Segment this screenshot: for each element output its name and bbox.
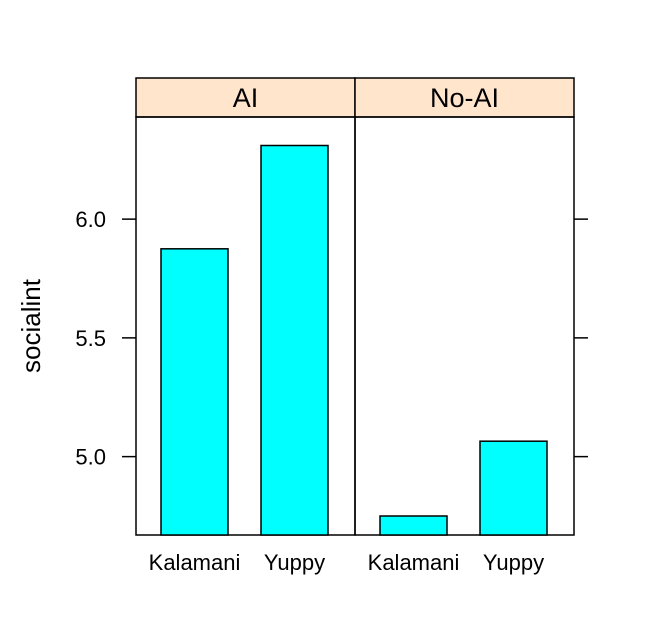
- strip-label-ai: AI: [233, 83, 259, 113]
- bar-ai-yuppy: [260, 144, 329, 536]
- panel-frame-no-ai: [354, 116, 575, 536]
- x-tick-label: Kalamani: [149, 550, 241, 575]
- panel-layer: [135, 116, 575, 536]
- bar-no-ai-yuppy: [479, 440, 548, 536]
- bar-layer: [160, 144, 548, 536]
- bar-ai-kalamani: [160, 248, 229, 536]
- y-tick-label: 6.0: [75, 207, 106, 232]
- x-tick-label: Yuppy: [264, 550, 325, 575]
- strip-layer: AI No-AI: [135, 77, 575, 118]
- x-axis: Kalamani Yuppy Kalamani Yuppy: [149, 550, 544, 575]
- y-axis: 5.0 5.5 6.0: [75, 207, 588, 470]
- strip-label-no-ai: No-AI: [430, 83, 499, 113]
- strip-ai: [135, 77, 356, 118]
- strip-no-ai: [354, 77, 575, 118]
- bar-no-ai-kalamani: [379, 515, 448, 536]
- x-tick-label: Kalamani: [368, 550, 460, 575]
- x-tick-label: Yuppy: [483, 550, 544, 575]
- y-tick-label: 5.0: [75, 445, 106, 470]
- y-tick-label: 5.5: [75, 326, 106, 351]
- y-axis-label: socialint: [16, 278, 46, 373]
